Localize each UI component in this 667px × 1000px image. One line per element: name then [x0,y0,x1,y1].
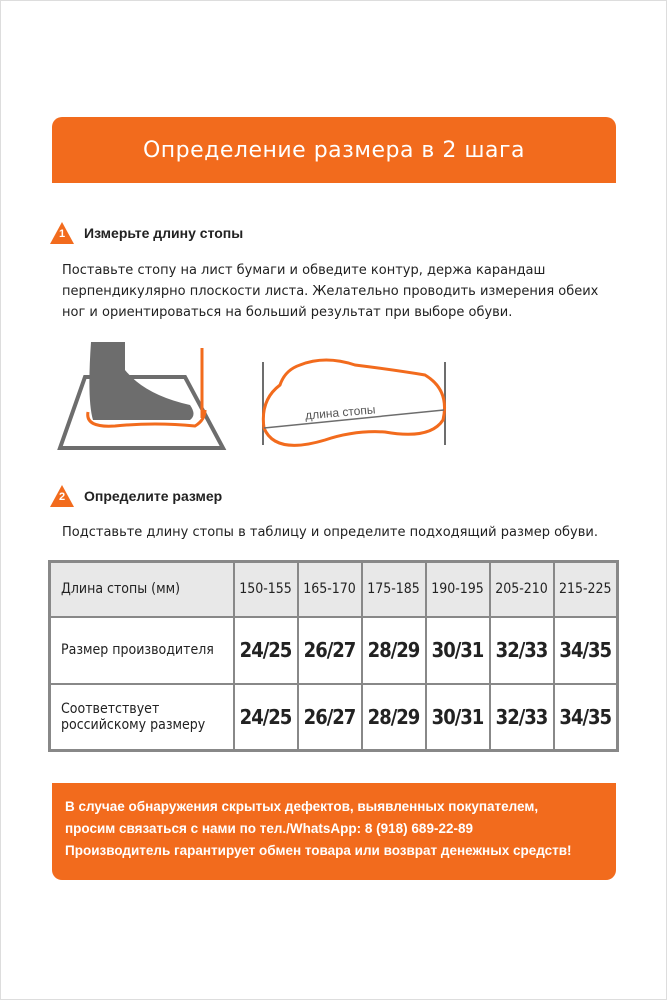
banner-line: Производитель гарантирует обмен товара и… [65,843,572,858]
cell: 205-210 [488,560,555,618]
cell: 150-155 [232,560,299,618]
cell: 32/33 [488,682,555,752]
step-1-title: Измерьте длину стопы [84,225,244,241]
cell: 175-185 [360,560,427,618]
cell: 24/25 [232,682,299,752]
size-table: Длина стопы (мм) 150-155 165-170 175-185… [48,560,619,752]
text-line: Поставьте стопу на лист бумаги и обведит… [62,263,546,278]
text-line: ног и ориентироваться на больший результ… [62,305,513,320]
table-row: Соответствует российскому размеру 24/25 … [48,682,619,752]
foot-measure-illustration: длина стопы [57,342,446,450]
banner-line: просим связаться с нами по тел./WhatsApp… [65,821,473,836]
cell: 24/25 [232,615,299,685]
cell: 165-170 [296,560,363,618]
cell: 32/33 [488,615,555,685]
text-line: перпендикулярно плоскости листа. Желател… [62,284,599,299]
table-row: Длина стопы (мм) 150-155 165-170 175-185… [48,560,619,618]
cell: 30/31 [424,682,491,752]
step-1-heading: 1 Измерьте длину стопы [50,222,243,244]
cell: 34/35 [552,615,619,685]
step-2-text: Подставьте длину стопы в таблицу и опред… [62,525,598,540]
step-1-text: Поставьте стопу на лист бумаги и обведит… [62,260,598,323]
cell: 28/29 [360,615,427,685]
foot-outline-icon [261,358,446,447]
page-title: Определение размера в 2 шага [52,117,616,183]
cell: 30/31 [424,615,491,685]
table-row: Размер производителя 24/25 26/27 28/29 3… [48,615,619,685]
row-label: Размер производителя [48,615,235,685]
row-label: Длина стопы (мм) [48,560,235,618]
cell: 34/35 [552,682,619,752]
step-number-triangle-icon: 1 [50,222,74,244]
step-2-title: Определите размер [84,488,223,504]
contact-banner: В случае обнаружения скрытых дефектов, в… [52,783,616,880]
cell: 190-195 [424,560,491,618]
paper-sheet-icon [57,375,227,450]
foot-length-label: длина стопы [305,402,376,422]
step-2-heading: 2 Определите размер [50,485,222,507]
cell: 215-225 [552,560,619,618]
step-number-triangle-icon: 2 [50,485,74,507]
foot-icon [89,342,194,420]
cell: 26/27 [296,682,363,752]
cell: 28/29 [360,682,427,752]
banner-line: В случае обнаружения скрытых дефектов, в… [65,799,539,814]
cell: 26/27 [296,615,363,685]
row-label: Соответствует российскому размеру [48,682,235,752]
